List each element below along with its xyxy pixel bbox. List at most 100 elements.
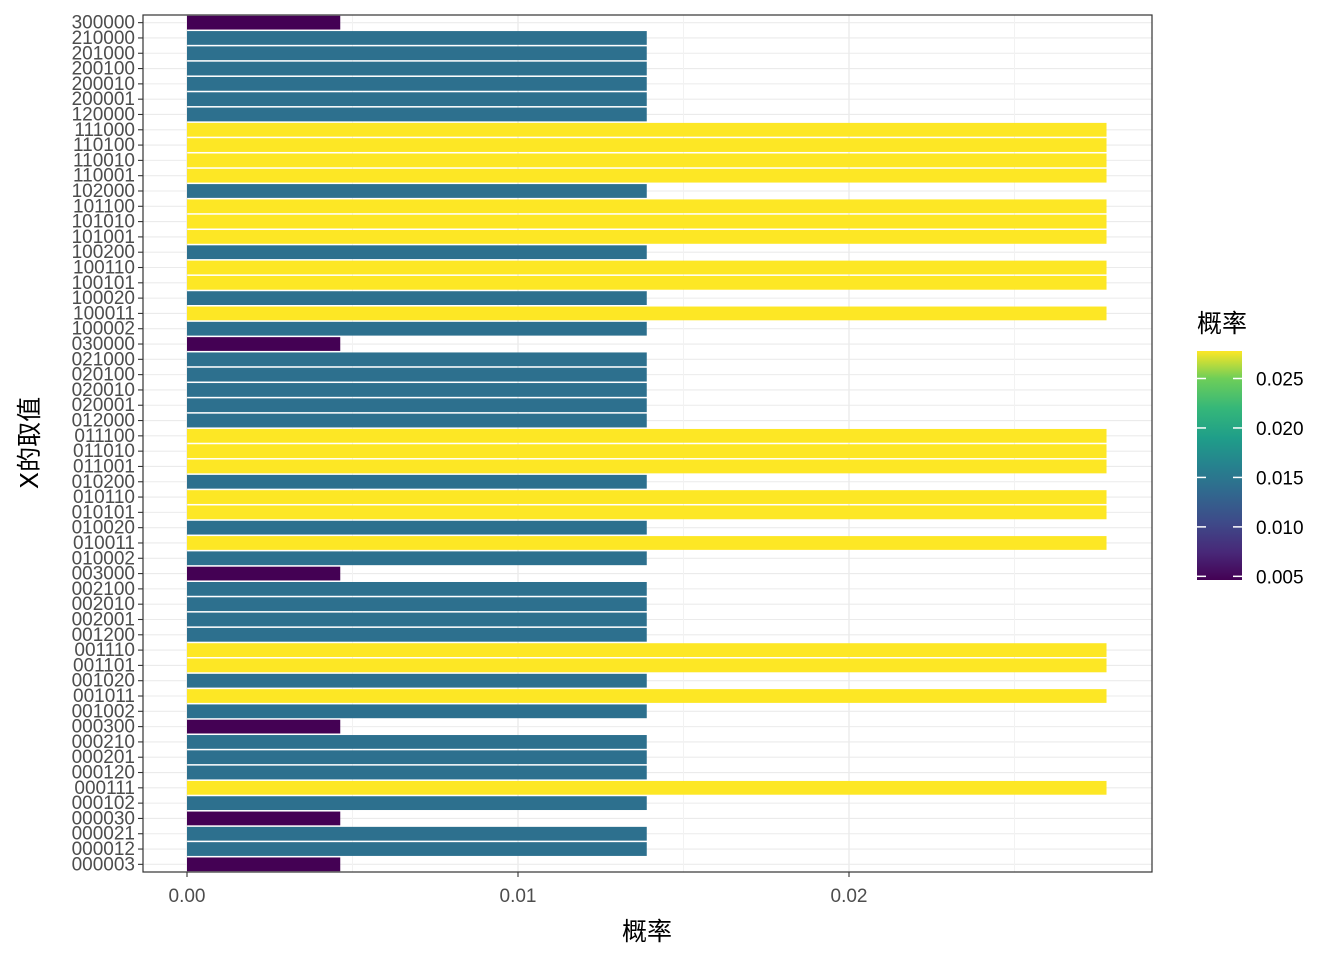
y-tick-label: 012000	[72, 411, 135, 432]
y-axis-title: X的取值	[15, 397, 44, 489]
y-tick-label: 002100	[72, 579, 135, 600]
bar-020100	[187, 367, 647, 382]
bar-000030	[187, 811, 341, 826]
bar-000201	[187, 750, 647, 765]
legend-label: 0.010	[1256, 518, 1304, 539]
y-tick-label: 010011	[73, 533, 135, 554]
bar-000012	[187, 842, 647, 856]
bars	[187, 15, 1107, 872]
bar-003000	[187, 566, 341, 581]
y-tick-label: 021000	[72, 349, 135, 370]
y-tick-label: 200001	[72, 89, 135, 110]
bar-020010	[187, 383, 647, 397]
bar-001020	[187, 673, 647, 688]
legend-ticks: 0.025 0.020 0.015 0.010 0.005	[1197, 369, 1304, 588]
y-tick-label: 001101	[73, 655, 135, 676]
y-tick-label: 000300	[72, 717, 135, 738]
bar-030000	[187, 337, 341, 351]
y-tick-label: 011010	[73, 441, 135, 462]
bar-020001	[187, 398, 647, 413]
y-tick-label: 001011	[73, 686, 135, 707]
y-tick-label: 100002	[72, 319, 135, 340]
y-tick-label: 101010	[72, 212, 135, 233]
y-tick-label: 200010	[72, 74, 135, 95]
bar-120000	[187, 107, 647, 122]
y-tick-label: 001110	[74, 640, 135, 661]
y-tick-label: 300000	[72, 13, 135, 34]
y-tick-label: 011100	[74, 426, 135, 447]
y-tick-label: 003000	[72, 564, 135, 585]
y-tick-label: 000111	[74, 778, 135, 799]
legend-colorbar	[1197, 351, 1242, 580]
y-tick-label: 010020	[72, 518, 135, 539]
y-tick-label: 000003	[72, 854, 135, 875]
bar-011010	[187, 444, 1107, 459]
y-tick-label: 030000	[72, 334, 135, 355]
y-tick-label: 100101	[72, 273, 135, 294]
y-tick-label: 001020	[72, 671, 135, 692]
bar-110010	[187, 153, 1107, 168]
bar-010101	[187, 505, 1107, 520]
plot-panel-border	[142, 14, 1153, 873]
y-tick-label: 102000	[72, 181, 135, 202]
y-tick-label: 200100	[72, 59, 135, 80]
y-tick-label: 020100	[72, 365, 135, 386]
y-tick-label: 010200	[72, 472, 135, 493]
bar-002010	[187, 597, 647, 612]
bar-002100	[187, 581, 647, 596]
bar-011001	[187, 459, 1107, 474]
bar-101010	[187, 214, 1107, 229]
x-axis-title: 概率	[622, 917, 672, 946]
legend-label: 0.025	[1256, 369, 1304, 390]
y-tick-label: 001002	[72, 701, 135, 722]
y-tick-label: 001200	[72, 625, 135, 646]
y-tick-label: 110100	[73, 135, 135, 156]
bar-001101	[187, 658, 1107, 673]
legend-label: 0.020	[1256, 419, 1304, 440]
y-tick-label: 000012	[72, 839, 135, 860]
y-tick-label: 110010	[73, 150, 135, 171]
y-axis-ticks: 3000002100002010002001002000102000011200…	[72, 13, 143, 875]
y-tick-label: 100200	[72, 242, 135, 263]
bar-000210	[187, 735, 647, 749]
bar-010110	[187, 490, 1107, 504]
y-tick-label: 111000	[74, 120, 135, 141]
bar-300000	[187, 15, 341, 30]
bar-200100	[187, 61, 647, 76]
legend-label: 0.005	[1256, 567, 1304, 588]
bar-200010	[187, 76, 647, 91]
y-tick-label: 010101	[72, 502, 135, 523]
bar-101100	[187, 199, 1107, 214]
bar-021000	[187, 352, 647, 367]
bar-001011	[187, 689, 1107, 703]
bar-000120	[187, 765, 647, 780]
y-tick-label: 020010	[72, 380, 135, 401]
y-tick-label: 201000	[72, 43, 135, 64]
bar-200001	[187, 92, 647, 107]
bar-100200	[187, 245, 647, 260]
bar-100020	[187, 291, 647, 306]
y-tick-label: 002010	[72, 594, 135, 615]
bar-011100	[187, 428, 1107, 443]
bar-110100	[187, 138, 1107, 152]
y-tick-label: 010110	[73, 487, 135, 508]
y-tick-label: 000201	[72, 747, 135, 768]
bar-110001	[187, 168, 1107, 183]
bar-111000	[187, 122, 1107, 137]
y-tick-label: 010002	[72, 548, 135, 569]
bar-001002	[187, 704, 647, 719]
bar-001200	[187, 627, 647, 642]
y-tick-label: 011001	[73, 456, 135, 477]
y-tick-label: 100020	[72, 288, 135, 309]
bar-000021	[187, 826, 647, 841]
y-tick-label: 000102	[72, 793, 135, 814]
legend-title: 概率	[1197, 309, 1247, 338]
y-tick-label: 101100	[73, 196, 135, 217]
x-tick-label: 0.01	[500, 886, 537, 907]
bar-100011	[187, 306, 1107, 321]
x-tick-label: 0.00	[169, 886, 206, 907]
bar-000111	[187, 780, 1107, 795]
bar-102000	[187, 184, 647, 198]
bar-010020	[187, 520, 647, 535]
